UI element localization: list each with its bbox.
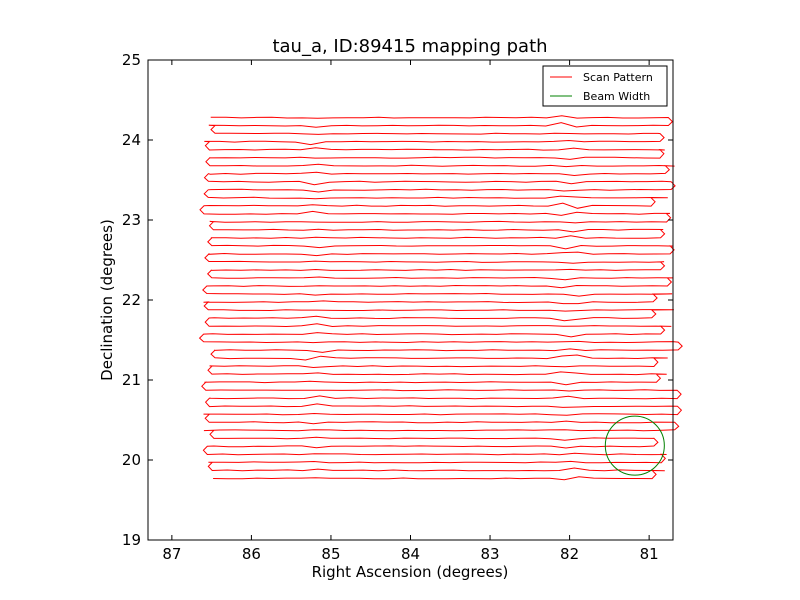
legend: Scan Pattern Beam Width: [542, 65, 668, 107]
x-tick-label: 81: [640, 545, 659, 563]
y-tick-label: 22: [122, 291, 141, 309]
beam-width-series: [604, 415, 665, 476]
y-tick-label: 24: [122, 131, 141, 149]
y-axis: 19 20 21 22 23 24 25: [122, 51, 673, 549]
x-tick-label: 85: [321, 545, 340, 563]
x-axis-label: Right Ascension (degrees): [312, 563, 509, 581]
y-axis-label: Declination (degrees): [98, 219, 116, 381]
scan-pattern-series: [198, 115, 683, 481]
beam-width-circle: [604, 415, 665, 476]
legend-label-beam: Beam Width: [583, 90, 650, 103]
y-tick-label: 23: [122, 211, 141, 229]
y-tick-label: 21: [122, 371, 141, 389]
legend-label-scan: Scan Pattern: [583, 71, 653, 84]
x-tick-label: 84: [401, 545, 420, 563]
x-tick-label: 82: [560, 545, 579, 563]
x-tick-label: 83: [480, 545, 499, 563]
y-tick-label: 25: [122, 51, 141, 69]
scan-pattern-line: [198, 115, 683, 481]
x-tick-label: 87: [162, 545, 181, 563]
x-axis: 87 86 85 84 83 82 81: [162, 60, 659, 563]
legend-box: [542, 65, 668, 107]
y-tick-label: 20: [122, 451, 141, 469]
x-tick-label: 86: [242, 545, 261, 563]
plot-area: [148, 60, 673, 540]
chart-title: tau_a, ID:89415 mapping path: [272, 36, 547, 57]
y-tick-label: 19: [122, 531, 141, 549]
